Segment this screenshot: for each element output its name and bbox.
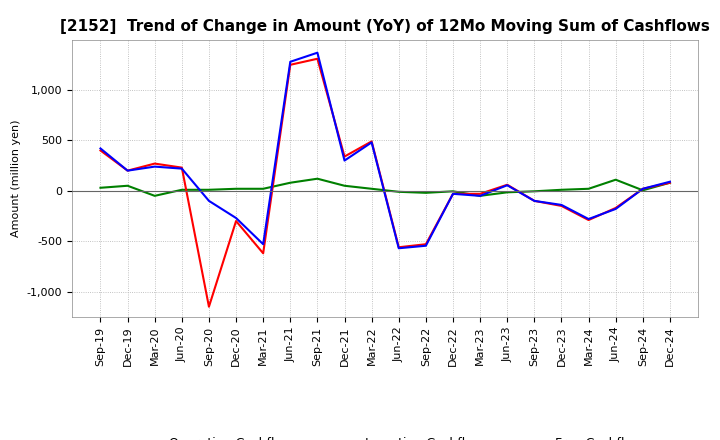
Free Cashflow	[259, 242, 268, 247]
Operating Cashflow	[96, 148, 105, 153]
Investing Cashflow	[476, 193, 485, 198]
Free Cashflow	[150, 164, 159, 169]
Free Cashflow	[611, 206, 620, 212]
Investing Cashflow	[639, 187, 647, 193]
Investing Cashflow	[341, 183, 349, 188]
Free Cashflow	[313, 50, 322, 55]
Free Cashflow	[96, 146, 105, 151]
Free Cashflow	[449, 191, 457, 197]
Free Cashflow	[639, 186, 647, 191]
Investing Cashflow	[449, 189, 457, 194]
Operating Cashflow	[204, 304, 213, 309]
Operating Cashflow	[259, 251, 268, 256]
Operating Cashflow	[476, 191, 485, 197]
Investing Cashflow	[313, 176, 322, 181]
Free Cashflow	[178, 166, 186, 171]
Operating Cashflow	[449, 191, 457, 197]
Free Cashflow	[286, 59, 294, 64]
Free Cashflow	[557, 202, 566, 208]
Title: [2152]  Trend of Change in Amount (YoY) of 12Mo Moving Sum of Cashflows: [2152] Trend of Change in Amount (YoY) o…	[60, 19, 710, 34]
Operating Cashflow	[341, 154, 349, 159]
Investing Cashflow	[421, 190, 430, 195]
Free Cashflow	[395, 246, 403, 251]
Investing Cashflow	[150, 193, 159, 198]
Free Cashflow	[476, 193, 485, 198]
Investing Cashflow	[557, 187, 566, 192]
Investing Cashflow	[665, 180, 674, 185]
Free Cashflow	[665, 179, 674, 184]
Line: Investing Cashflow: Investing Cashflow	[101, 179, 670, 196]
Operating Cashflow	[503, 182, 511, 187]
Line: Operating Cashflow: Operating Cashflow	[101, 59, 670, 307]
Investing Cashflow	[96, 185, 105, 191]
Investing Cashflow	[123, 183, 132, 188]
Investing Cashflow	[395, 189, 403, 194]
Investing Cashflow	[530, 189, 539, 194]
Investing Cashflow	[367, 186, 376, 191]
Operating Cashflow	[530, 198, 539, 204]
Free Cashflow	[341, 158, 349, 163]
Free Cashflow	[367, 140, 376, 145]
Operating Cashflow	[421, 242, 430, 247]
Investing Cashflow	[286, 180, 294, 185]
Free Cashflow	[584, 216, 593, 222]
Investing Cashflow	[178, 187, 186, 192]
Operating Cashflow	[639, 186, 647, 191]
Operating Cashflow	[286, 62, 294, 67]
Operating Cashflow	[232, 218, 240, 224]
Operating Cashflow	[367, 139, 376, 144]
Investing Cashflow	[204, 187, 213, 192]
Operating Cashflow	[611, 205, 620, 211]
Operating Cashflow	[395, 245, 403, 250]
Free Cashflow	[530, 198, 539, 204]
Investing Cashflow	[611, 177, 620, 182]
Free Cashflow	[503, 183, 511, 188]
Investing Cashflow	[232, 186, 240, 191]
Operating Cashflow	[557, 203, 566, 209]
Operating Cashflow	[150, 161, 159, 166]
Legend: Operating Cashflow, Investing Cashflow, Free Cashflow: Operating Cashflow, Investing Cashflow, …	[122, 432, 648, 440]
Investing Cashflow	[503, 190, 511, 195]
Free Cashflow	[421, 243, 430, 248]
Line: Free Cashflow: Free Cashflow	[101, 53, 670, 248]
Investing Cashflow	[584, 186, 593, 191]
Y-axis label: Amount (million yen): Amount (million yen)	[12, 119, 21, 237]
Free Cashflow	[123, 168, 132, 173]
Investing Cashflow	[259, 186, 268, 191]
Operating Cashflow	[178, 165, 186, 170]
Operating Cashflow	[665, 180, 674, 185]
Operating Cashflow	[584, 217, 593, 223]
Operating Cashflow	[123, 168, 132, 173]
Free Cashflow	[232, 215, 240, 220]
Operating Cashflow	[313, 56, 322, 62]
Free Cashflow	[204, 198, 213, 204]
